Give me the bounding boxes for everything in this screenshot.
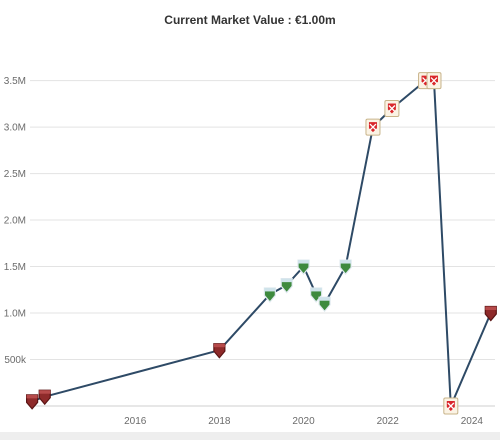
badge-band-icon [26,394,38,399]
badge-band-icon [264,287,276,292]
marker-layer [26,72,497,415]
badge-band-icon [485,306,497,311]
club-badge-marker[interactable] [213,343,226,359]
badge-band-icon [340,260,352,264]
club-badge-marker[interactable] [38,389,51,406]
club-badge-marker[interactable] [318,296,331,313]
x-tick-label: 2018 [208,416,231,427]
line-layer [31,79,492,407]
y-tick-label: 1.0M [4,309,26,320]
y-tick-label: 3.5M [4,76,26,87]
badge-band-icon [298,260,310,264]
badge-band-icon [310,287,322,292]
club-badge-marker[interactable] [443,397,459,415]
club-badge-marker[interactable] [426,72,442,90]
x-tick-label: 2024 [461,416,484,427]
club-badge-marker[interactable] [484,305,497,322]
axis-layer: 500k 1.0M 1.5M 2.0M 2.5M 3.0M 3.5M 2016 2018 2020… [4,76,495,427]
club-badge-marker[interactable] [280,278,293,294]
club-badge-marker[interactable] [384,99,400,117]
y-tick-label: 500k [4,355,27,366]
badge-cross-icon [430,77,438,85]
badge-cross-icon [369,123,377,131]
club-badge-marker[interactable] [297,259,310,275]
club-badge-marker[interactable] [365,118,381,136]
x-tick-label: 2016 [124,416,147,427]
chart-title: Current Market Value : €1.00m [164,13,336,27]
badge-band-icon [319,297,331,301]
grid-layer [30,80,495,361]
y-tick-label: 3.0M [4,123,26,134]
badge-band-icon [39,390,51,394]
market-value-line [31,79,492,407]
badge-band-icon [281,278,293,283]
club-badge-marker[interactable] [26,394,39,410]
badge-band-icon [213,343,225,348]
bottom-scrollbar-track [0,432,500,440]
club-badge-marker[interactable] [263,287,276,303]
y-tick-label: 2.0M [4,216,26,227]
x-tick-label: 2022 [377,416,400,427]
y-tick-label: 2.5M [4,169,26,180]
club-badge-marker[interactable] [339,259,352,275]
x-tick-label: 2020 [292,416,315,427]
badge-cross-icon [388,105,396,112]
y-tick-label: 1.5M [4,262,26,273]
badge-cross-icon [447,402,455,410]
